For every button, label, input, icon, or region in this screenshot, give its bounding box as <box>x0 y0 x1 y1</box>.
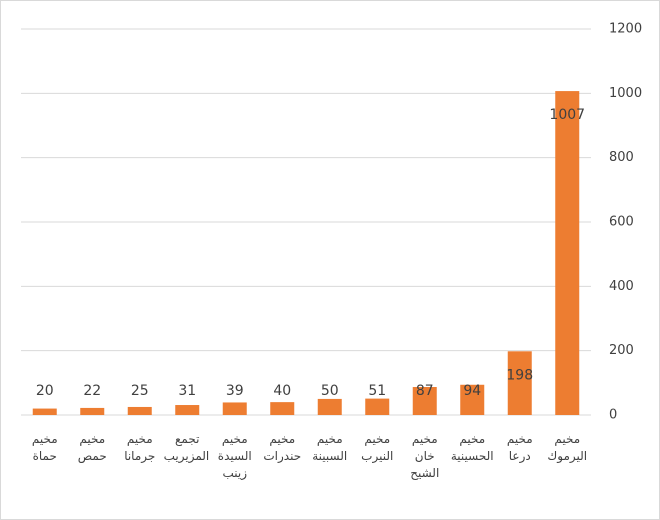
bar <box>555 91 580 415</box>
y-tick-label: 400 <box>609 279 634 294</box>
x-tick-label: تجمع المزيريب <box>163 432 210 463</box>
value-label: 40 <box>273 383 291 399</box>
value-label: 25 <box>131 383 149 399</box>
bar <box>507 351 532 415</box>
x-tick-label: مخيم حماة <box>31 432 58 463</box>
bar <box>127 406 152 415</box>
x-tick-label: مخيم اليرموك <box>547 432 588 463</box>
x-tick-label: مخيم درعا <box>506 432 533 463</box>
y-tick-label: 600 <box>609 215 634 230</box>
x-tick-label: مخيم السبينة <box>312 432 348 463</box>
bar <box>412 387 437 415</box>
y-tick-label: 1200 <box>609 22 642 37</box>
y-tick-label: 0 <box>609 408 617 423</box>
x-tick-label: مخيم السيدة زينب <box>217 432 252 480</box>
x-tick-label: مخيم جرمانا <box>124 432 156 463</box>
value-label: 22 <box>83 383 101 399</box>
bar <box>222 402 247 415</box>
bar <box>317 398 342 415</box>
bar <box>365 398 390 415</box>
value-label: 1007 <box>549 107 585 123</box>
value-label: 87 <box>416 383 434 399</box>
x-tick-label: مخيم النيرب <box>361 432 394 463</box>
x-tick-label: مخيم خان الشيح <box>410 432 440 480</box>
x-tick-label: مخيم حمص <box>77 432 107 463</box>
bar <box>460 384 485 415</box>
y-tick-label: 800 <box>609 150 634 165</box>
value-label: 20 <box>36 383 54 399</box>
value-label: 94 <box>463 383 481 399</box>
bar <box>270 402 295 415</box>
value-label: 51 <box>368 383 386 399</box>
bar <box>175 405 200 415</box>
bar <box>80 407 105 415</box>
y-tick-label: 200 <box>609 343 634 358</box>
y-tick-label: 1000 <box>609 86 642 101</box>
bar <box>32 408 57 415</box>
x-tick-label: مخيم الحسينية <box>450 432 494 463</box>
value-label: 31 <box>178 383 196 399</box>
value-label: 50 <box>321 383 339 399</box>
value-label: 39 <box>226 383 244 399</box>
x-tick-label: مخيم حندرات <box>263 432 302 463</box>
value-label: 198 <box>506 367 533 383</box>
